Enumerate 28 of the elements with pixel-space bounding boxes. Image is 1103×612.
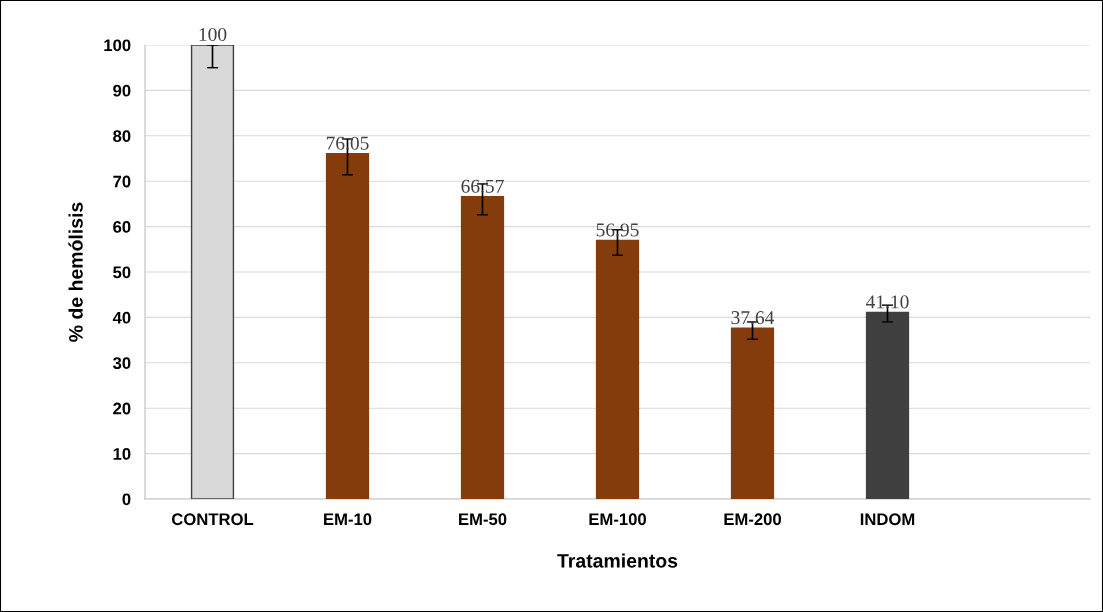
bar xyxy=(865,311,910,499)
y-tick-label: 40 xyxy=(112,311,131,324)
y-tick-label: 20 xyxy=(113,402,131,415)
x-axis-title: Tratamientos xyxy=(557,553,678,568)
x-tick-label: INDOM xyxy=(860,513,915,526)
bar xyxy=(595,239,640,499)
bar xyxy=(730,327,775,499)
y-tick-label: 30 xyxy=(112,357,131,370)
data-label: 56.95 xyxy=(596,223,639,237)
y-tick-label: 90 xyxy=(113,84,131,97)
bar xyxy=(325,153,370,499)
y-tick-label: 70 xyxy=(113,175,131,188)
x-tick-label: CONTROL xyxy=(171,513,254,526)
y-tick-label: 80 xyxy=(113,130,131,142)
y-tick-label: 50 xyxy=(113,266,131,279)
y-tick-label: 0 xyxy=(122,493,131,506)
bar xyxy=(460,196,505,499)
y-tick-label: 10 xyxy=(113,448,131,460)
y-axis-title: % de hemólisis xyxy=(68,202,83,342)
y-tick-label: 100 xyxy=(104,39,131,52)
data-label: 100 xyxy=(199,27,227,42)
x-tick-label: EM-200 xyxy=(724,513,781,526)
x-tick-label: EM-50 xyxy=(459,513,507,526)
y-tick-label: 60 xyxy=(113,221,131,233)
data-label: 41.10 xyxy=(866,295,909,309)
x-tick-label: EM-100 xyxy=(589,513,646,526)
x-tick-label: EM-10 xyxy=(324,513,372,526)
data-label: 37.64 xyxy=(731,311,775,325)
